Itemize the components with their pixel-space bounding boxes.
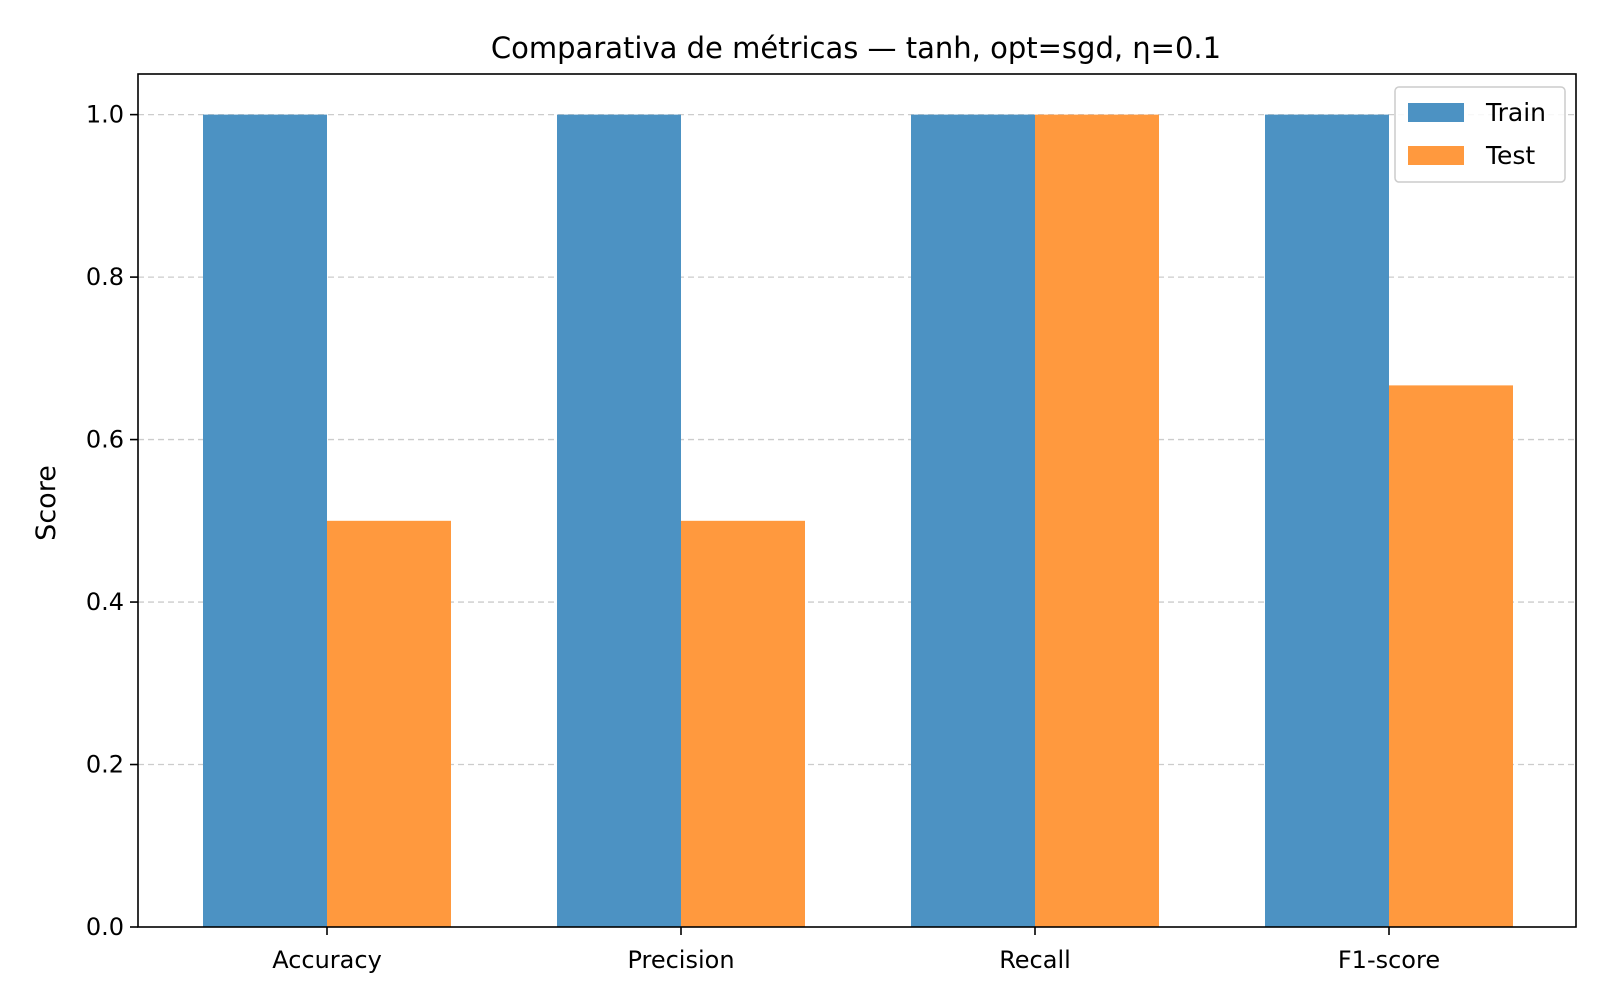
bar-train-precision	[557, 114, 681, 928]
bar-test-f1-score	[1389, 385, 1513, 927]
x-tick-label-3: F1-score	[1338, 946, 1440, 974]
chart-title: Comparativa de métricas — tanh, opt=sgd,…	[491, 31, 1221, 65]
legend-label-test: Test	[1485, 141, 1535, 170]
bar-test-recall	[1035, 114, 1159, 928]
bar-train-recall	[911, 114, 1035, 928]
y-tick-label-1: 0.2	[86, 751, 124, 779]
legend-swatch-test	[1408, 146, 1464, 165]
bar-test-accuracy	[327, 520, 451, 927]
bar-test-precision	[681, 520, 805, 927]
y-axis: 0.0 0.2 0.4 0.6 0.8 1.0	[86, 101, 138, 941]
legend-label-train: Train	[1485, 98, 1546, 127]
y-axis-label: Score	[31, 465, 62, 541]
bar-train-accuracy	[203, 114, 327, 928]
x-axis: Accuracy Precision Recall F1-score	[272, 927, 1440, 974]
y-tick-label-0: 0.0	[86, 913, 124, 941]
bars	[203, 114, 1513, 928]
x-tick-label-0: Accuracy	[272, 946, 382, 974]
y-tick-label-5: 1.0	[86, 101, 124, 129]
plot-frame	[137, 73, 1577, 928]
x-tick-label-1: Precision	[627, 946, 734, 974]
y-tick-label-2: 0.4	[86, 588, 124, 616]
y-tick-label-3: 0.6	[86, 426, 124, 454]
bar-train-f1-score	[1265, 114, 1389, 928]
y-tick-label-4: 0.8	[86, 263, 124, 291]
x-tick-label-2: Recall	[999, 946, 1071, 974]
legend: Train Test	[1394, 86, 1566, 183]
legend-swatch-train	[1408, 103, 1464, 122]
